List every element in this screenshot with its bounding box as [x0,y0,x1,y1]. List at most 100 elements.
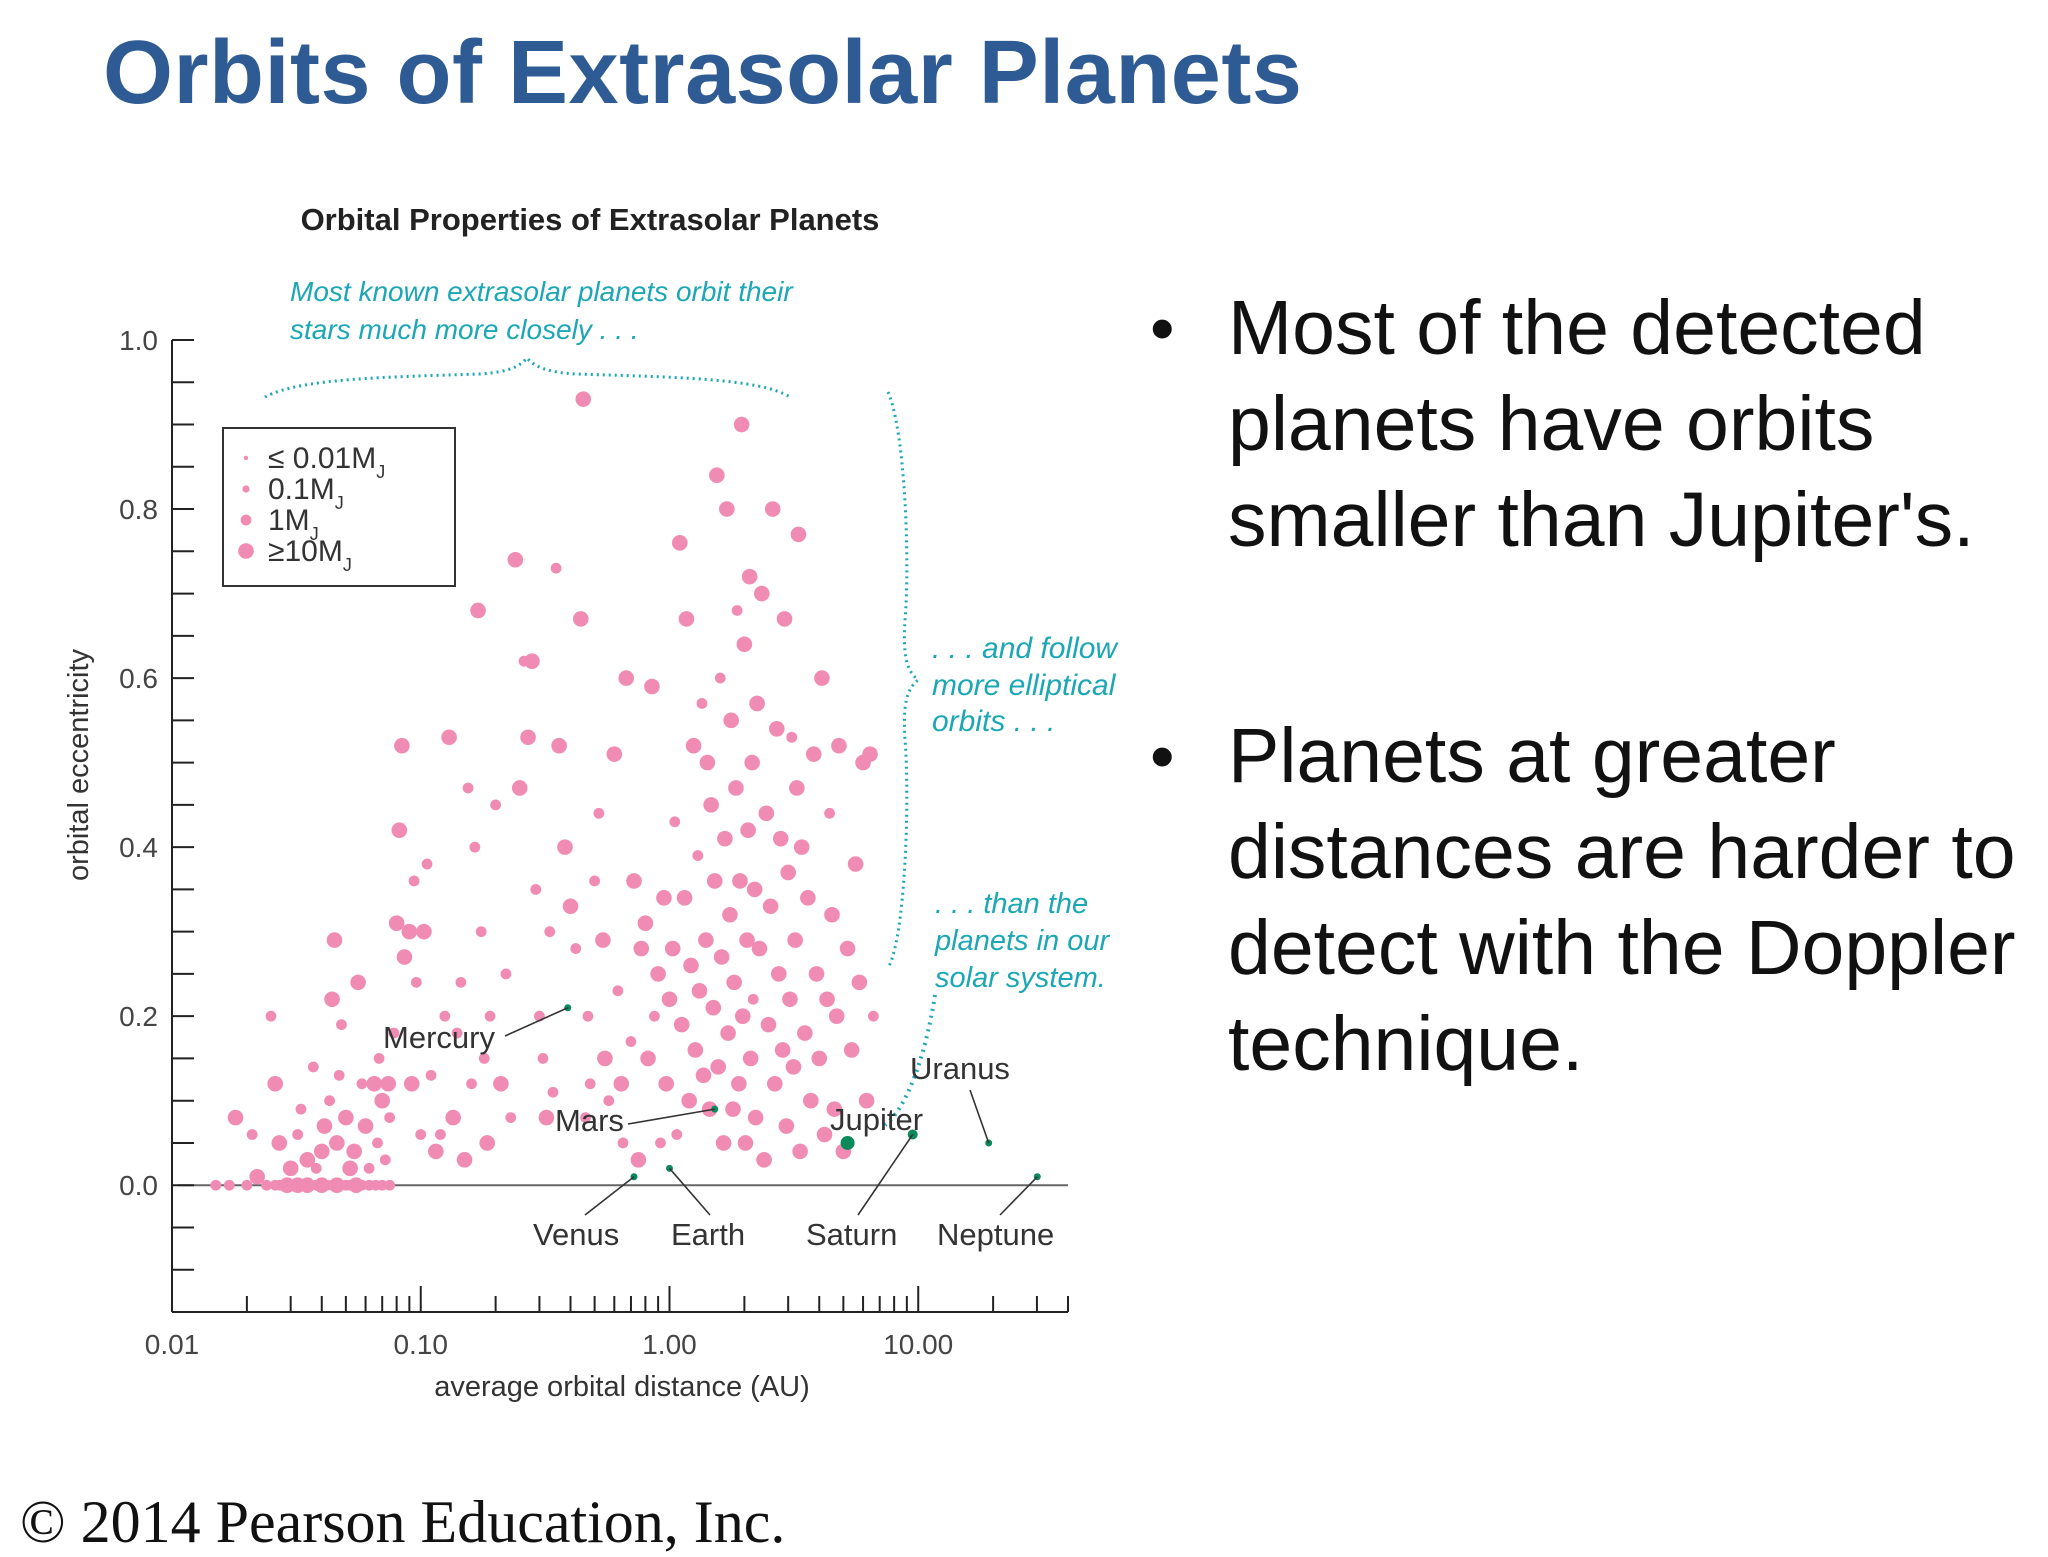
exoplanet-point [363,1162,375,1174]
exoplanet-point [493,1075,509,1092]
exoplanet-point [728,780,744,796]
solar-planet-point [840,1135,855,1150]
exoplanet-point [790,526,807,543]
exoplanet-point [656,890,672,906]
exoplanet-point [731,605,743,616]
exoplanet-point [408,875,420,887]
exoplanet-point [867,1010,879,1022]
exoplanet-point [726,974,742,991]
exoplanet-point [612,985,624,997]
exoplanet-point [603,1095,615,1107]
bullet-dot-icon: • [1150,717,1175,795]
exoplanet-point [792,1143,808,1160]
exoplanet-point [520,729,536,746]
legend-marker [242,485,250,493]
exoplanet-point [847,856,864,872]
exoplanet-point [673,1016,690,1033]
exoplanet-point [816,1126,833,1143]
exoplanet-point [695,1067,712,1084]
solar-planet-label: Mars [555,1103,624,1138]
y-axis-label: orbital eccentricity [63,648,95,881]
leader-line [857,1134,914,1216]
exoplanet-point [374,1092,391,1109]
exoplanet-point [671,535,688,551]
exoplanet-point [722,906,738,923]
exoplanet-point [664,940,681,957]
exoplanet-point [484,1010,496,1022]
annotation-bottom-line3: solar system. [935,962,1106,994]
exoplanet-point [593,807,605,819]
exoplanet-point [671,1129,683,1140]
exoplanet-point [551,737,567,754]
exoplanet-point [606,746,623,762]
exoplanet-point [705,999,722,1016]
exoplanet-point [295,1103,307,1115]
exoplanet-point [210,1179,222,1191]
plot-area: 0.0 0.2 0.4 0.6 0.8 1.0 0.01 0.10 1.00 10.00 Mercu… [119,325,1069,1360]
exoplanet-point [580,1112,592,1123]
exoplanet-point [313,1143,330,1160]
annotation-bottom-line2: planets in our [934,925,1110,957]
exoplanet-point [595,932,611,948]
exoplanet-point [379,1154,391,1166]
exoplanet-point [415,1129,427,1140]
exoplanet-point [490,799,502,811]
y-tick-label: 0.6 [119,663,158,694]
exoplanet-point [747,1109,764,1126]
exoplanet-point [655,1137,666,1149]
exoplanet-point [613,1075,630,1092]
exoplanet-point [324,1095,335,1107]
exoplanet-point [329,1135,345,1151]
exoplanet-point [681,1092,697,1109]
bullet-item: • Most of the detected planets have orbit… [1150,280,2020,568]
exoplanet-point [720,1025,736,1041]
exoplanet-point [678,611,695,627]
solar-planet-label: Venus [533,1217,619,1252]
annotation-top-line1: Most known extrasolar planets orbit thei… [290,276,794,307]
exoplanet-point [739,932,755,948]
exoplanet-point [626,873,642,889]
copyright-notice: © 2014 Pearson Education, Inc. [20,1489,786,1555]
exoplanet-point [782,991,798,1008]
exoplanet-point [416,923,432,940]
exoplanet-point [658,1075,675,1092]
exoplanet-point [699,754,716,771]
exoplanet-point [819,991,835,1008]
exoplanet-point [770,966,787,982]
y-tick-label: 0.8 [119,494,158,525]
exoplanet-point [785,1059,802,1075]
exoplanet-point [715,1135,732,1151]
exoplanet-point [644,678,660,695]
exoplanet-point [851,974,868,991]
exoplanet-point [462,782,474,794]
y-tick-label: 1.0 [119,325,158,356]
annotation-top-brace [264,355,791,399]
exoplanet-point [808,966,825,982]
exoplanet-point [466,1078,477,1090]
y-tick-label: 0.2 [119,1001,158,1032]
exoplanet-point [557,839,573,855]
exoplanet-point [828,1008,845,1024]
exoplanet-point [589,875,601,887]
exoplanet-point [223,1179,235,1191]
exoplanet-point [500,968,512,980]
leader-line [969,1089,990,1144]
exoplanet-point [573,611,589,627]
exoplanet-point [307,1061,319,1073]
exoplanet-point [793,839,810,855]
exoplanet-point [746,881,763,898]
exoplanet-point [336,1019,347,1031]
exoplanet-point [582,1010,594,1022]
exoplanet-point [338,1109,354,1126]
exoplanet-point [271,1135,288,1151]
exoplanet-point [451,1027,463,1039]
annotation-right-line1: . . . and follow [932,632,1119,665]
exoplanet-point [299,1152,316,1168]
bullet-text: Planets at greater distances are harder … [1228,713,2016,1087]
leader-line [504,1006,569,1037]
exoplanet-point [687,1042,704,1058]
exoplanet-point [391,822,408,839]
exoplanet-point [350,974,366,991]
annotation-top-line2: stars much more closely . . . [290,314,639,345]
